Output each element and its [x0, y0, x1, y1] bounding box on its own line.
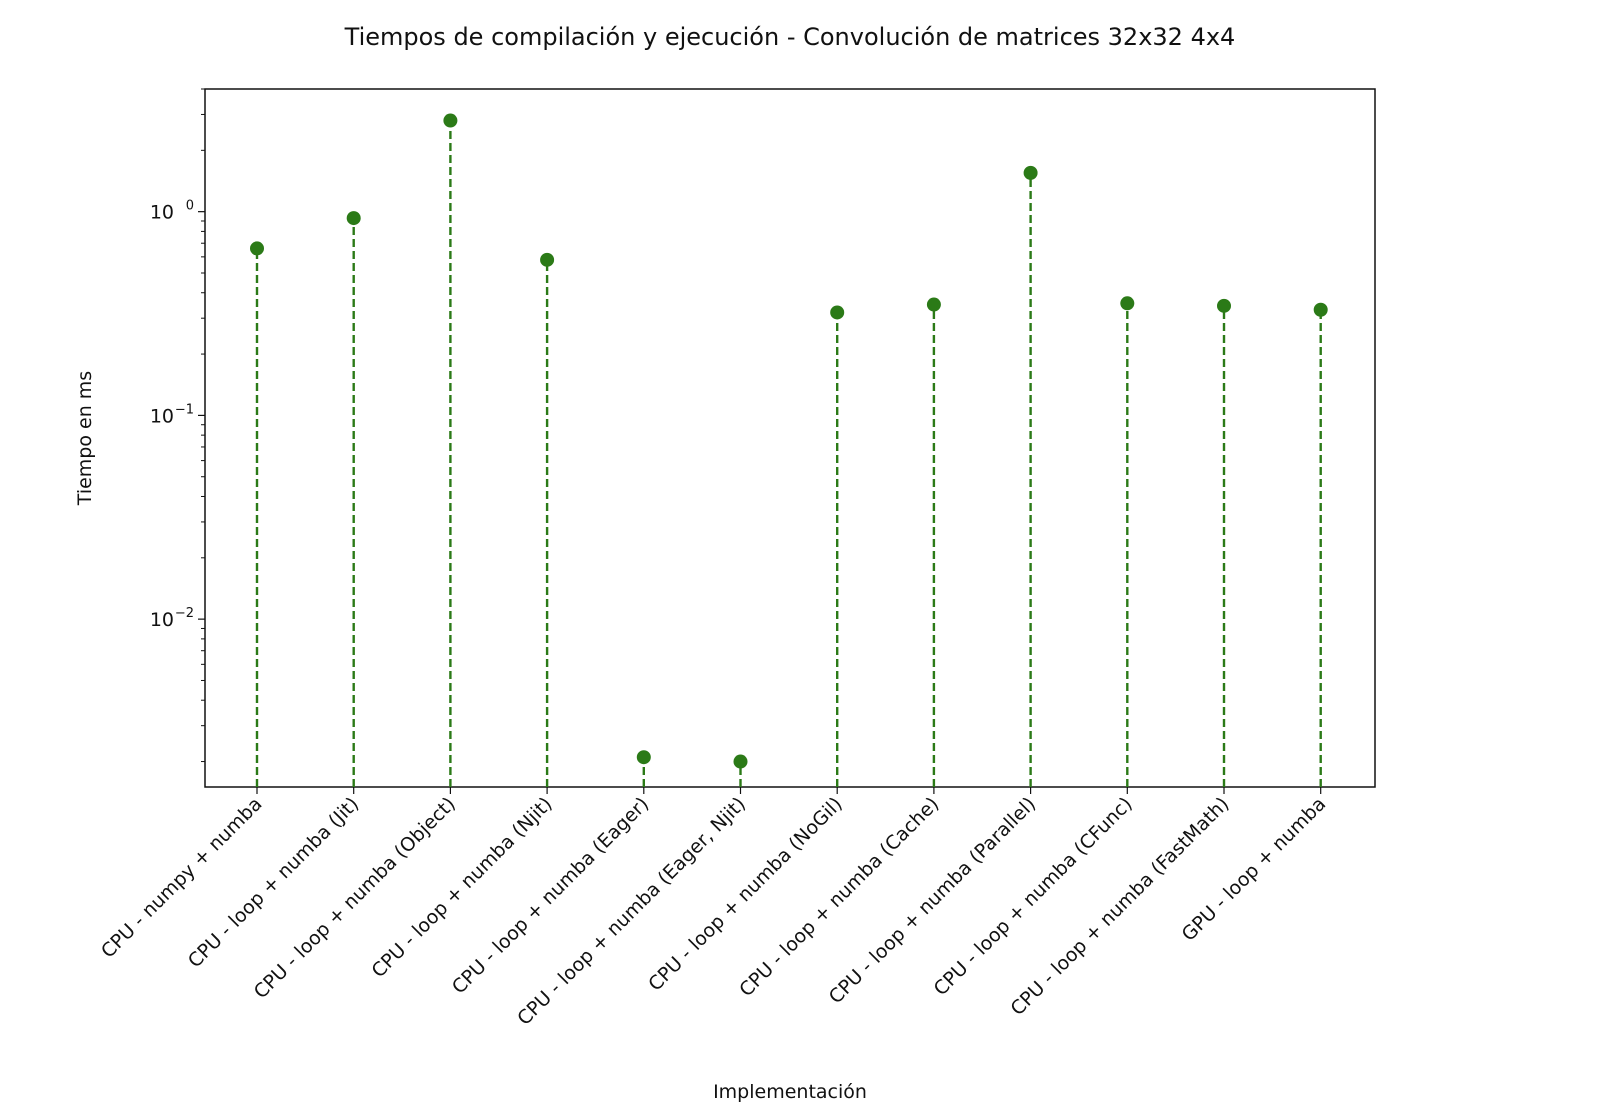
- y-tick-exponent-1: −1: [175, 402, 194, 417]
- y-tick-label-1: 10: [150, 405, 174, 427]
- plot-area-frame: [204, 88, 1376, 788]
- x-tick-label-2: CPU - loop + numba (Object): [250, 793, 460, 1003]
- stem-marker-10: [1217, 298, 1231, 313]
- x-tick-label-1: CPU - loop + numba (Jit): [184, 793, 363, 972]
- y-tick-exponent-0: 0: [186, 199, 194, 214]
- stem-marker-1: [346, 211, 361, 226]
- stem-marker-8: [1023, 165, 1038, 180]
- y-tick-label-2: 10: [150, 609, 174, 631]
- y-tick-exponent-2: −2: [175, 606, 194, 621]
- stem-marker-3: [540, 252, 555, 267]
- x-tick-label-7: CPU - loop + numba (Cache): [735, 793, 943, 1001]
- y-axis-label: Tiempo en ms: [74, 371, 96, 506]
- x-tick-label-4: CPU - loop + numba (Eager): [448, 793, 653, 998]
- x-tick-label-0: CPU - numpy + numba: [97, 793, 267, 963]
- stem-series: [250, 113, 1328, 787]
- x-tick-label-9: CPU - loop + numba (CFunc): [930, 793, 1137, 1000]
- stem-marker-11: [1313, 302, 1328, 317]
- stem-marker-9: [1120, 296, 1135, 311]
- stem-marker-6: [830, 305, 845, 320]
- chart-title: Tiempos de compilación y ejecución - Con…: [344, 23, 1236, 51]
- x-tick-label-6: CPU - loop + numba (NoGil): [644, 793, 847, 996]
- stem-marker-0: [250, 241, 264, 256]
- stem-marker-4: [636, 750, 651, 765]
- stem-marker-5: [733, 754, 748, 769]
- y-tick-label-0: 10: [150, 202, 174, 224]
- x-tick-label-10: CPU - loop + numba (FastMath): [1007, 793, 1234, 1020]
- x-tick-label-8: CPU - loop + numba (Parallel): [825, 793, 1040, 1008]
- x-tick-label-3: CPU - loop + numba (Njit): [367, 793, 556, 982]
- stem-marker-2: [443, 113, 458, 128]
- stem-marker-7: [926, 297, 941, 312]
- x-axis-label: Implementación: [713, 1081, 867, 1103]
